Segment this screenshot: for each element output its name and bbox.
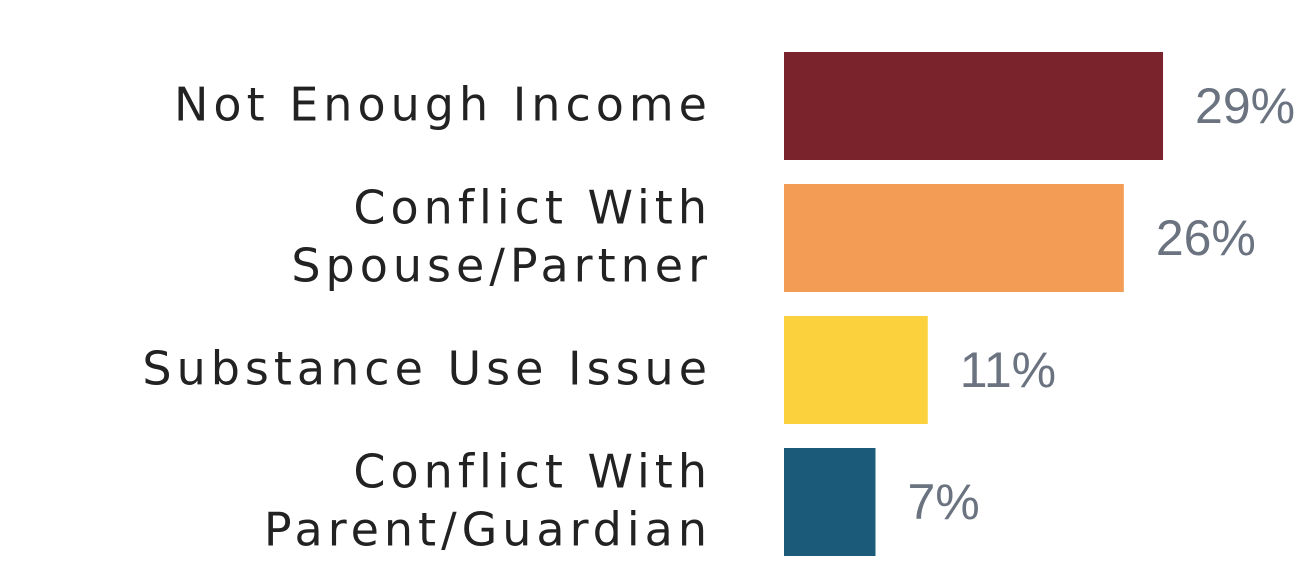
- category-label: Spouse/Partner: [291, 239, 712, 293]
- bar: [784, 316, 928, 424]
- category-label: Conflict With: [353, 445, 712, 499]
- category-label: Not Enough Income: [174, 78, 712, 132]
- bar: [784, 448, 876, 556]
- category-label: Parent/Guardian: [264, 503, 712, 557]
- category-label: Conflict With: [353, 181, 712, 235]
- bar: [784, 184, 1124, 292]
- value-label: 11%: [960, 342, 1056, 398]
- value-label: 26%: [1156, 210, 1256, 266]
- value-label: 7%: [907, 474, 979, 530]
- category-label: Substance Use Issue: [142, 342, 712, 396]
- value-label: 29%: [1195, 78, 1295, 134]
- bar: [784, 52, 1164, 160]
